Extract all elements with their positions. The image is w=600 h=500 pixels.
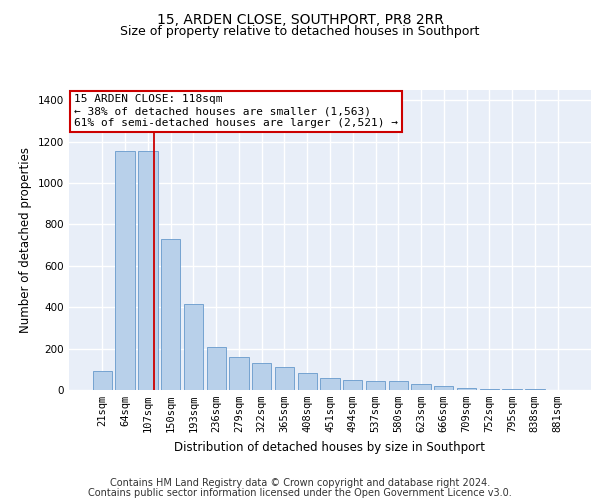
Text: 15 ARDEN CLOSE: 118sqm
← 38% of detached houses are smaller (1,563)
61% of semi-: 15 ARDEN CLOSE: 118sqm ← 38% of detached… — [74, 94, 398, 128]
Bar — [434, 386, 454, 390]
Bar — [366, 380, 385, 390]
Text: Contains HM Land Registry data © Crown copyright and database right 2024.: Contains HM Land Registry data © Crown c… — [110, 478, 490, 488]
Bar — [479, 389, 499, 390]
Bar — [343, 380, 362, 390]
Bar — [93, 372, 112, 390]
Bar — [115, 151, 135, 390]
Text: Contains public sector information licensed under the Open Government Licence v3: Contains public sector information licen… — [88, 488, 512, 498]
Text: Size of property relative to detached houses in Southport: Size of property relative to detached ho… — [121, 25, 479, 38]
Bar — [275, 367, 294, 390]
Bar — [229, 357, 248, 390]
Bar — [320, 378, 340, 390]
Text: 15, ARDEN CLOSE, SOUTHPORT, PR8 2RR: 15, ARDEN CLOSE, SOUTHPORT, PR8 2RR — [157, 12, 443, 26]
Bar — [457, 388, 476, 390]
Bar — [389, 380, 408, 390]
Bar — [298, 374, 317, 390]
Bar — [138, 151, 158, 390]
X-axis label: Distribution of detached houses by size in Southport: Distribution of detached houses by size … — [175, 440, 485, 454]
Bar — [502, 389, 522, 390]
Bar — [161, 239, 181, 390]
Y-axis label: Number of detached properties: Number of detached properties — [19, 147, 32, 333]
Bar — [412, 384, 431, 390]
Bar — [184, 304, 203, 390]
Bar — [206, 346, 226, 390]
Bar — [252, 363, 271, 390]
